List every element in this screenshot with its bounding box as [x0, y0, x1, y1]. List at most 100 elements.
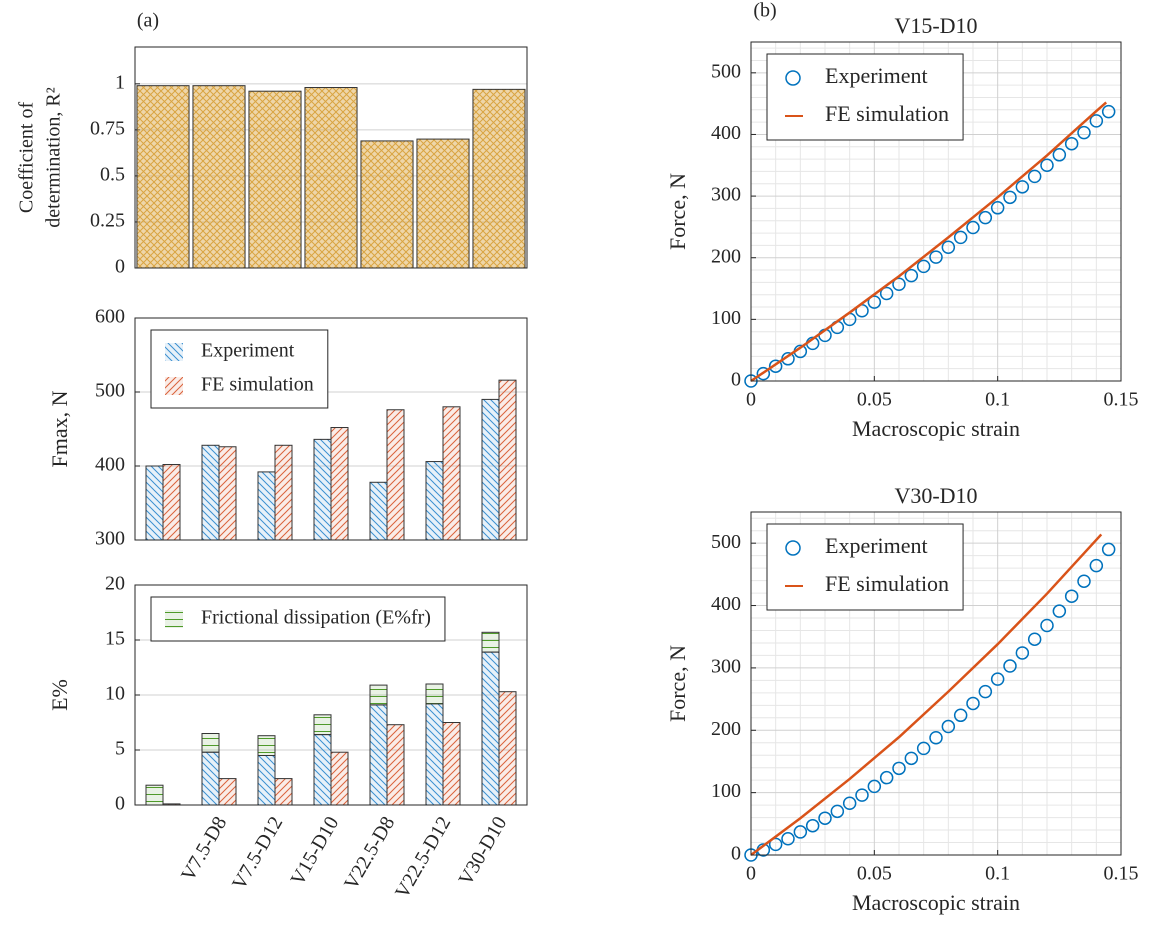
panel-label: (a)	[137, 10, 159, 32]
data-point	[1077, 125, 1091, 140]
data-point	[892, 761, 906, 776]
data-point	[1015, 646, 1030, 660]
data-point	[1089, 558, 1104, 573]
data-line	[750, 101, 1108, 383]
bar-segment	[369, 704, 388, 806]
data-line	[750, 533, 1103, 857]
y-axis-label: E%	[47, 679, 72, 711]
y-axis-label: Fmax, N	[47, 390, 72, 467]
y-tick-label: 500	[95, 380, 125, 402]
y-tick-label: 1	[115, 71, 125, 93]
data-point	[781, 832, 795, 846]
legend: Experiment FE simulation	[766, 523, 964, 611]
legend-label: FE simulation	[825, 101, 949, 126]
bar	[313, 438, 332, 541]
y-tick-label: 100	[711, 780, 741, 802]
legend-marker	[785, 540, 801, 556]
bar	[442, 406, 461, 541]
data-point	[904, 268, 919, 283]
data-point	[978, 684, 993, 699]
bar	[304, 87, 358, 269]
x-tick-label: V22.5-D8	[340, 813, 399, 894]
data-point	[892, 277, 906, 291]
bar	[162, 464, 181, 541]
data-point	[855, 788, 869, 802]
data-point	[1064, 589, 1079, 603]
bar-segment	[425, 683, 444, 705]
data-point	[1003, 190, 1017, 205]
bar	[481, 398, 500, 541]
chart-title: V30-D10	[894, 483, 977, 508]
data-point	[793, 825, 808, 839]
bar	[416, 138, 470, 269]
x-axis-label: Macroscopic strain	[852, 890, 1020, 915]
bar	[386, 409, 405, 541]
legend-swatch	[165, 377, 183, 395]
x-tick-label: 0.05	[857, 389, 892, 411]
x-tick-label: V30-D10	[454, 813, 511, 889]
bar-segment	[257, 755, 276, 806]
data-point	[966, 696, 980, 711]
y-tick-label: 0	[731, 843, 741, 865]
x-tick-label: V7.5-D12	[228, 813, 287, 894]
bar	[330, 427, 349, 541]
y-tick-label: 10	[105, 683, 125, 705]
data-point	[879, 770, 894, 785]
data-point	[929, 731, 943, 745]
x-tick-label: 0	[746, 389, 756, 411]
y-tick-label: 0.25	[90, 210, 125, 232]
bar-segment	[201, 751, 220, 806]
y-tick-label: 0.5	[100, 164, 125, 186]
data-point	[1015, 180, 1030, 194]
x-tick-label: 0.05	[857, 863, 892, 885]
data-point	[1101, 104, 1116, 119]
data-point	[966, 220, 980, 235]
y-tick-label: 200	[711, 718, 741, 740]
data-point	[1077, 574, 1091, 588]
y-axis-label: Force, N	[665, 645, 690, 722]
x-axis-label: Macroscopic strain	[852, 416, 1020, 441]
legend: Frictional dissipation (E%fr)	[150, 596, 446, 642]
y-tick-label: 300	[95, 528, 125, 550]
data-point	[768, 837, 783, 852]
data-point	[830, 804, 845, 819]
data-point	[1101, 542, 1116, 557]
y-tick-label: 500	[711, 60, 741, 82]
axes-frame	[134, 46, 528, 269]
legend-box	[766, 53, 964, 141]
data-point	[904, 751, 919, 766]
y-tick-label: 500	[711, 531, 741, 553]
data-point	[1064, 136, 1079, 151]
bar-segment	[498, 691, 517, 806]
axes-frame	[750, 41, 1122, 382]
data-point	[978, 210, 993, 225]
data-point	[756, 366, 771, 381]
legend-marker	[785, 70, 801, 86]
y-tick-label: 300	[711, 656, 741, 678]
data-point	[842, 796, 857, 810]
bar-segment	[369, 684, 388, 706]
y-tick-label: 400	[95, 454, 125, 476]
panel-label: (b)	[753, 0, 776, 22]
data-point	[1040, 618, 1054, 633]
y-tick-label: 600	[95, 306, 125, 328]
data-point	[768, 359, 783, 373]
bar-segment	[481, 631, 500, 653]
legend-swatch	[165, 343, 183, 361]
x-tick-label: 0.1	[985, 863, 1010, 885]
y-tick-label: 5	[115, 738, 125, 760]
data-point	[1052, 604, 1067, 618]
bar	[136, 85, 190, 269]
data-point	[990, 672, 1005, 686]
y-tick-label: 20	[105, 573, 125, 595]
y-tick-label: 0.75	[90, 117, 125, 139]
data-point	[1052, 148, 1067, 162]
y-tick-label: 0	[115, 256, 125, 278]
legend-label: Experiment	[825, 533, 928, 558]
data-point	[867, 779, 882, 794]
data-point	[1027, 632, 1042, 646]
bar-segment	[145, 784, 164, 806]
data-point	[916, 741, 931, 756]
bar-segment	[442, 722, 461, 806]
